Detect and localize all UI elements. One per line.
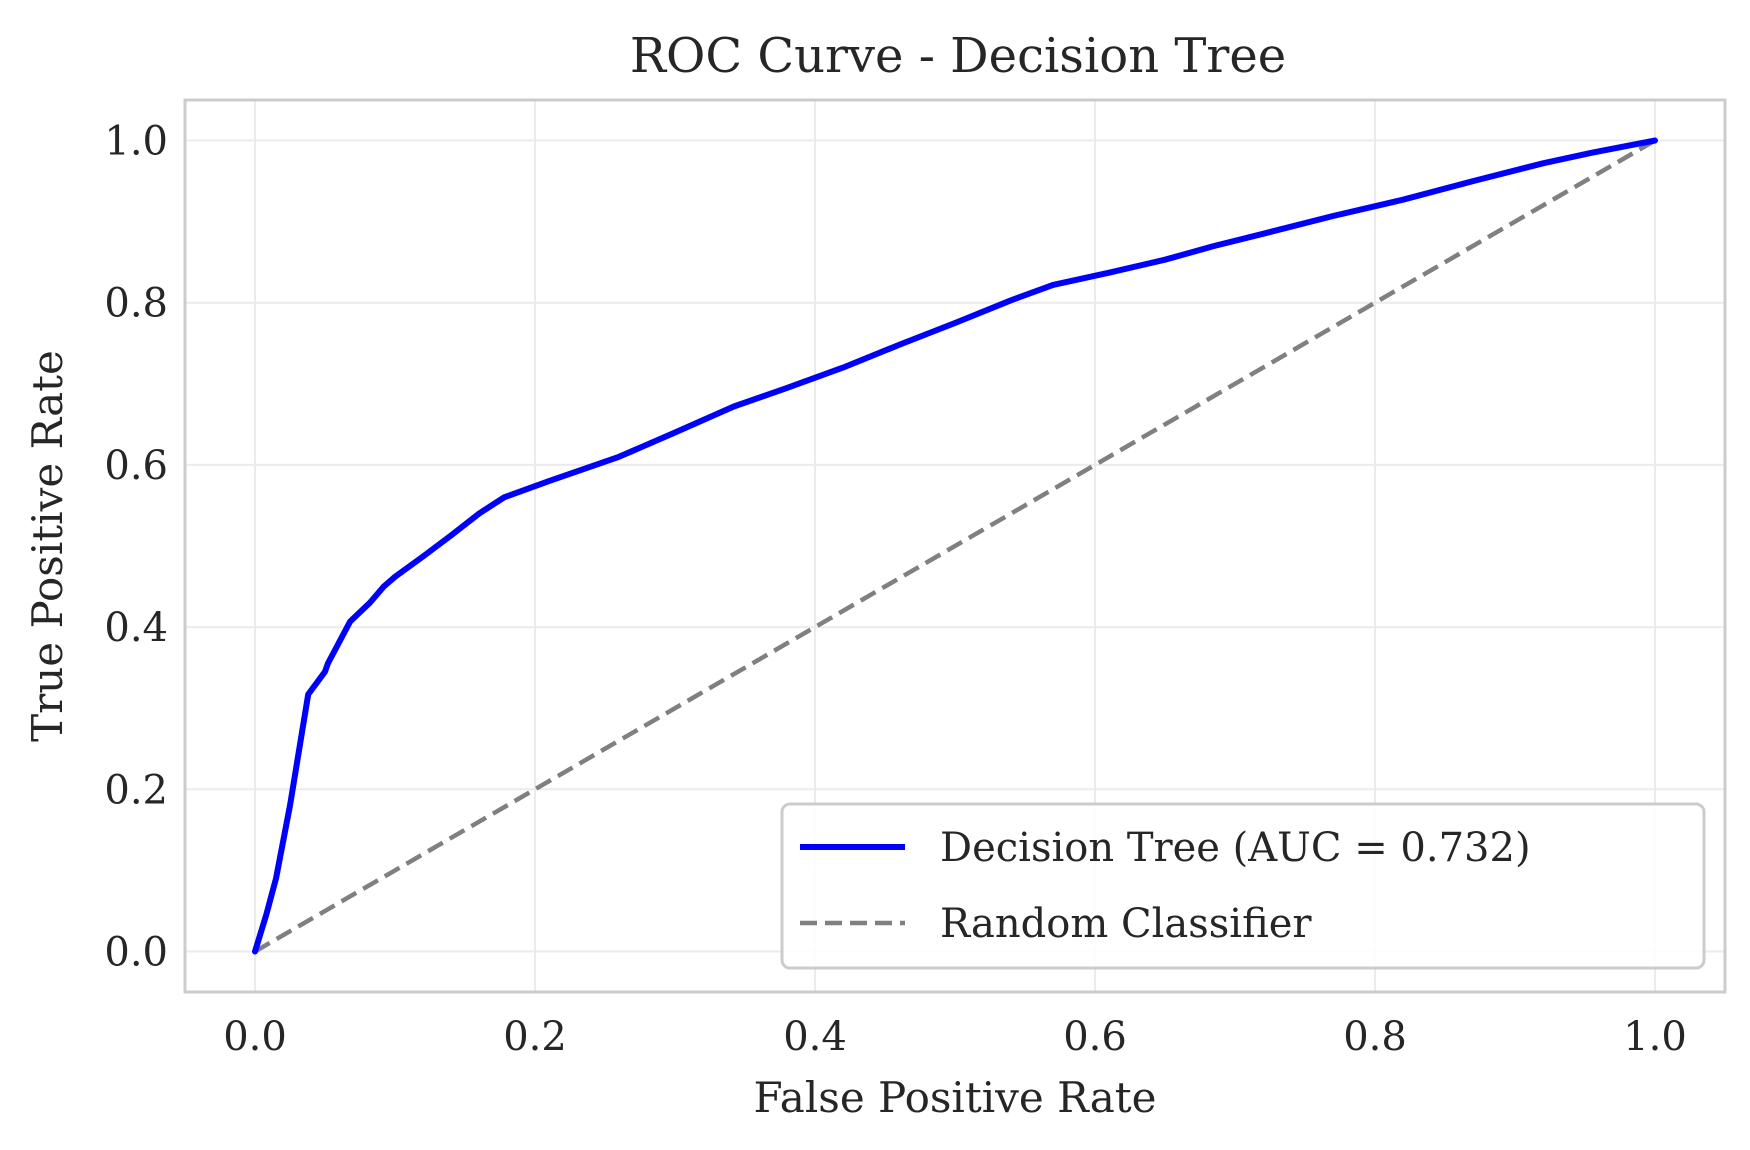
plot-frame (183, 98, 1727, 994)
y-axis-title: True Positive Rate (23, 350, 72, 742)
x-tick-label: 0.8 (1343, 1014, 1407, 1060)
series-layer (252, 137, 1658, 955)
x-tick-labels: 0.0 0.2 0.4 0.6 0.8 1.0 (223, 1014, 1687, 1060)
legend: Decision Tree (AUC = 0.732) Random Class… (780, 802, 1706, 970)
chart-title: ROC Curve - Decision Tree (630, 28, 1286, 84)
legend-label-random-classifier: Random Classifier (940, 901, 1312, 947)
x-tick-label: 0.2 (503, 1014, 567, 1060)
y-tick-label: 0.4 (104, 605, 168, 651)
x-axis-title: False Positive Rate (754, 1073, 1157, 1122)
y-tick-label: 0.2 (104, 767, 168, 813)
y-tick-label: 0.6 (104, 443, 168, 489)
legend-label-decision-tree: Decision Tree (AUC = 0.732) (940, 825, 1531, 871)
y-tick-label: 0.8 (104, 281, 168, 327)
y-tick-labels: 0.0 0.2 0.4 0.6 0.8 1.0 (104, 119, 168, 976)
x-tick-label: 0.4 (783, 1014, 847, 1060)
y-tick-label: 0.0 (104, 929, 168, 975)
legend-box (780, 802, 1706, 970)
x-tick-label: 1.0 (1623, 1014, 1687, 1060)
grid (185, 100, 1725, 992)
x-tick-label: 0.6 (1063, 1014, 1127, 1060)
decision-tree-roc-line (252, 137, 1658, 955)
x-tick-label: 0.0 (223, 1014, 287, 1060)
y-tick-label: 1.0 (104, 119, 168, 165)
random-classifier-line (253, 138, 1657, 954)
